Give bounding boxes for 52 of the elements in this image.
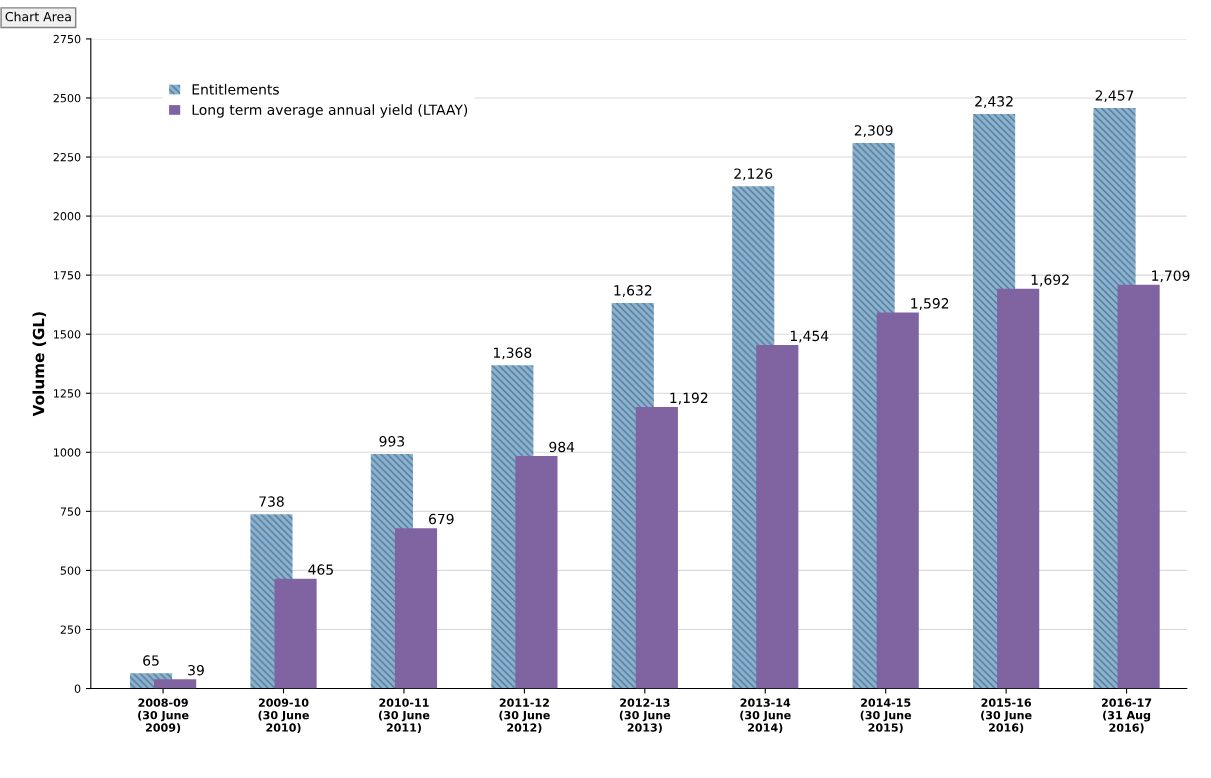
x-tick-label: 2008-09 (30 June 2009): [138, 698, 189, 734]
x-tick-label: 2013-14 (30 June 2014): [740, 698, 791, 734]
data-label: 65: [143, 655, 159, 666]
x-tick-label: 2011-12 (30 June 2012): [499, 698, 550, 734]
data-label: 679: [429, 513, 454, 525]
y-tick-label: 750: [60, 507, 81, 516]
legend-label: Long term average annual yield (LTAAY): [192, 104, 468, 118]
bar: [394, 528, 438, 689]
y-tick-label: 500: [60, 566, 81, 575]
bar: [997, 288, 1040, 689]
x-tick-label: 2015-16 (30 June 2016): [981, 698, 1032, 734]
x-tick-label: 2010-11 (30 June 2011): [378, 698, 430, 734]
data-label: 993: [379, 436, 405, 447]
x-tick-label: 2012-13 (30 June 2013): [619, 698, 671, 734]
y-tick-label: 1750: [54, 271, 81, 280]
y-tick-label: 2000: [53, 212, 81, 221]
data-label: 1,692: [1031, 274, 1069, 287]
y-axis-title: Volume (GL): [32, 312, 47, 417]
data-label: 39: [188, 664, 204, 676]
bar: [876, 312, 919, 689]
data-label: 1,368: [493, 347, 532, 360]
y-tick-label: 2500: [53, 93, 81, 103]
y-tick-label: 1000: [54, 448, 81, 457]
bar: [515, 456, 558, 689]
y-tick-label: 1500: [54, 330, 81, 339]
y-tick-label: 2250: [53, 152, 81, 162]
data-label: 2,432: [975, 96, 1013, 109]
x-tick-label: 2014-15 (30 June 2015): [860, 698, 912, 734]
y-tick-label: 250: [60, 625, 81, 634]
data-label: 2,309: [854, 125, 893, 138]
bar: [154, 679, 197, 689]
bar: [756, 345, 799, 689]
data-label: 1,454: [790, 330, 829, 343]
data-label: 738: [259, 496, 284, 507]
data-label: 1,192: [670, 392, 708, 405]
data-label: 2,457: [1095, 90, 1134, 103]
y-tick-label: 2750: [53, 34, 81, 44]
data-label: 1,632: [614, 285, 652, 298]
data-label: 984: [549, 441, 575, 453]
y-tick-label: 0: [74, 684, 81, 693]
data-label: 2,126: [734, 168, 773, 181]
legend-label: Entitlements: [192, 83, 279, 95]
y-tick-label: 1250: [54, 389, 81, 398]
x-tick-label: 2016-17 (31 Aug 2016): [1101, 698, 1152, 734]
bar: [274, 578, 317, 689]
data-label: 1,709: [1152, 270, 1190, 283]
data-label: 465: [308, 564, 333, 575]
bar: [635, 406, 678, 689]
data-label: 1,592: [911, 298, 949, 310]
x-tick-label: 2009-10 (30 June 2010): [258, 698, 309, 734]
bar: [1117, 284, 1160, 689]
text: Chart Area: [5, 11, 71, 22]
